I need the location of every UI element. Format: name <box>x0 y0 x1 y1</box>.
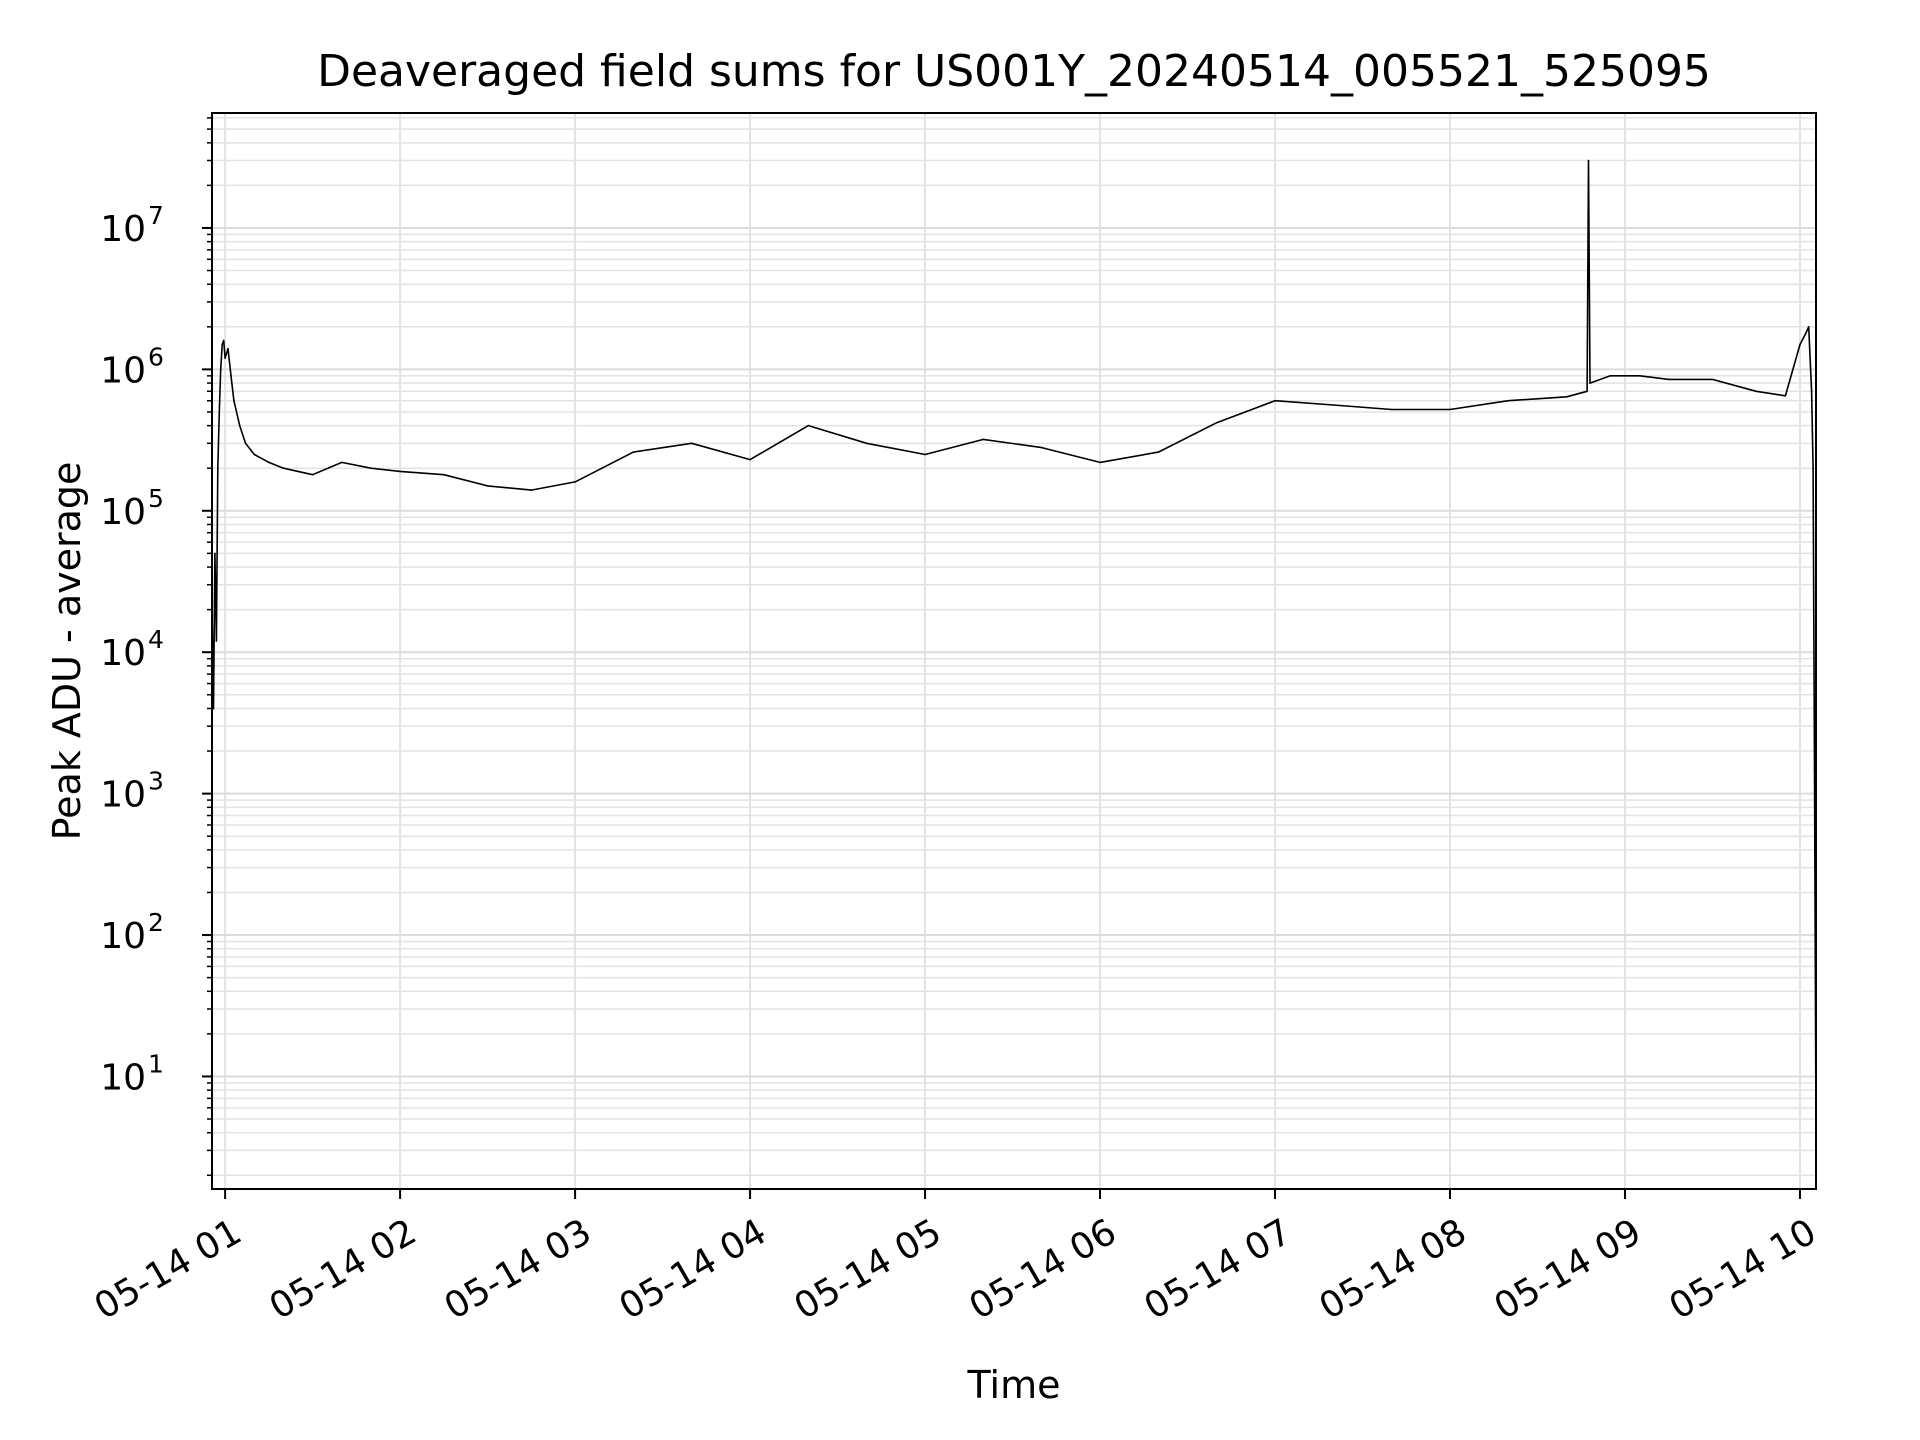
data-point <box>749 458 751 461</box>
y-tick-label: 10 3 <box>100 767 164 816</box>
y-tick-label: 10 4 <box>100 625 164 674</box>
data-point <box>1099 461 1101 464</box>
y-tick-label-base: 10 <box>100 1057 146 1098</box>
data-point <box>1638 375 1641 377</box>
data-point <box>1812 467 1814 470</box>
data-point <box>865 442 868 445</box>
data-point <box>217 467 219 470</box>
y-tick-label-base: 10 <box>100 350 146 391</box>
data-point <box>238 424 241 427</box>
data-point <box>370 467 372 470</box>
data-point <box>1711 378 1714 381</box>
data-point <box>1799 343 1801 346</box>
data-point <box>1587 159 1590 162</box>
y-tick-label-exponent: 4 <box>148 625 164 654</box>
y-tick-label-exponent: 7 <box>148 201 164 230</box>
data-point <box>221 343 223 346</box>
y-tick-label-base: 10 <box>100 916 146 957</box>
data-point <box>1667 378 1670 381</box>
data-point <box>399 470 401 473</box>
y-axis-label: Peak ADU - average <box>45 462 89 841</box>
y-tick-label: 10 2 <box>100 908 164 957</box>
y-tick-label: 10 7 <box>100 201 164 250</box>
data-point <box>1586 390 1588 393</box>
data-point <box>1157 451 1160 453</box>
y-tick-label: 10 5 <box>100 484 164 533</box>
data-point <box>224 357 226 360</box>
data-point <box>1589 382 1591 384</box>
data-point <box>690 442 693 445</box>
data-point <box>1609 375 1612 377</box>
data-point <box>1807 326 1810 328</box>
data-point <box>214 552 216 555</box>
data-point <box>282 467 285 470</box>
data-point <box>807 424 810 427</box>
y-tick-label-base: 10 <box>100 209 146 250</box>
data-point <box>218 411 221 413</box>
data-point <box>1805 332 1807 335</box>
data-point <box>1390 408 1393 411</box>
chart-title: Deaveraged field sums for US001Y_2024051… <box>317 46 1711 97</box>
plot-frame <box>211 112 1817 1190</box>
data-point <box>268 461 270 464</box>
data-point <box>1507 399 1510 402</box>
series-layer <box>211 159 1817 1134</box>
data-point <box>530 489 533 491</box>
data-point <box>341 461 343 464</box>
y-tick-label-base: 10 <box>100 492 146 533</box>
data-point <box>311 473 314 476</box>
data-point <box>215 640 218 642</box>
data-point <box>1755 390 1757 393</box>
data-point <box>443 473 445 476</box>
data-point <box>244 442 247 445</box>
data-point <box>1813 767 1816 770</box>
data-point <box>227 347 229 350</box>
y-tick-label-exponent: 6 <box>148 342 164 371</box>
data-point <box>253 453 256 456</box>
y-tick-label: 10 6 <box>100 342 164 391</box>
y-tick-label-exponent: 5 <box>148 484 164 513</box>
y-tick-label-base: 10 <box>100 775 146 816</box>
data-point <box>924 453 926 456</box>
x-axis-label: Time <box>967 1363 1061 1407</box>
y-tick-label-exponent: 1 <box>148 1049 164 1078</box>
data-point <box>1449 408 1451 411</box>
data-point <box>632 451 635 453</box>
data-point <box>219 368 222 371</box>
data-point <box>1274 399 1276 402</box>
data-point <box>1332 404 1335 406</box>
y-tick-label-base: 10 <box>100 633 146 674</box>
data-point <box>222 339 225 342</box>
data-point <box>1810 390 1813 393</box>
data-point <box>233 399 235 402</box>
y-tick-label-exponent: 2 <box>148 908 164 937</box>
data-point <box>982 438 985 441</box>
data-point <box>574 481 576 483</box>
data-point <box>1040 446 1043 449</box>
data-point <box>1565 396 1568 398</box>
y-tick-label: 10 1 <box>100 1049 164 1098</box>
data-point <box>1215 421 1218 424</box>
data-point <box>230 375 232 377</box>
y-tick-label-exponent: 3 <box>148 767 164 796</box>
data-point <box>486 485 489 487</box>
grid <box>212 113 1816 1189</box>
data-point <box>212 707 215 710</box>
data-point <box>1784 395 1787 397</box>
